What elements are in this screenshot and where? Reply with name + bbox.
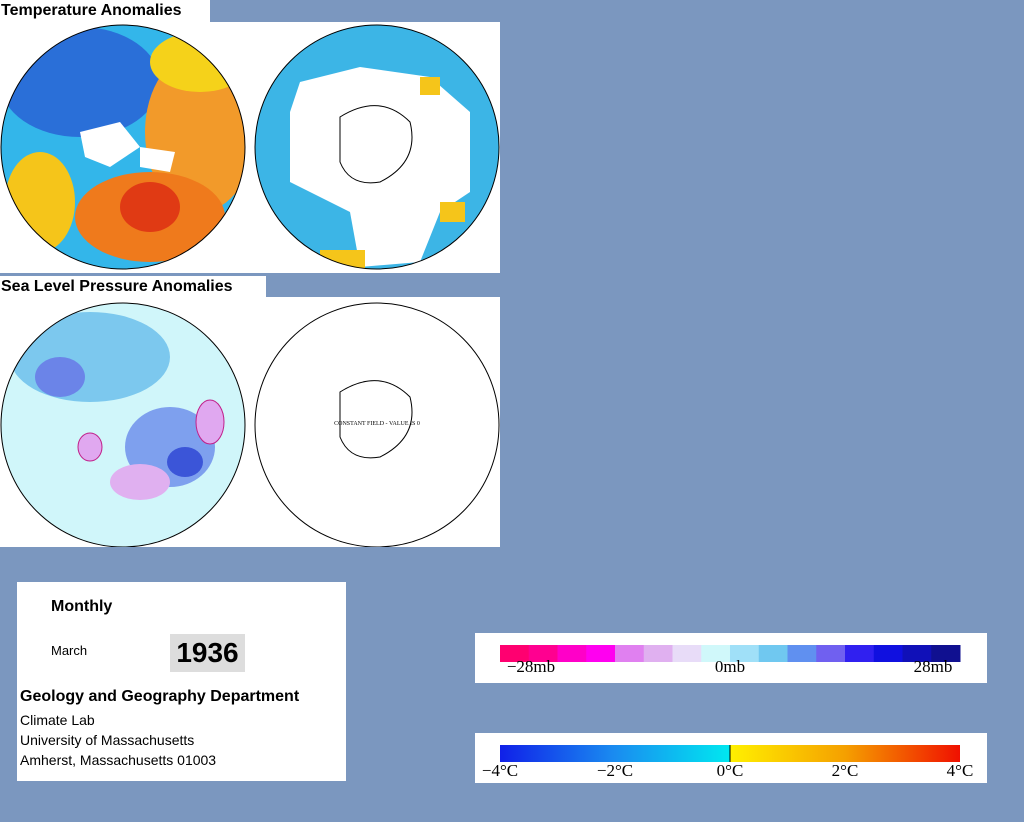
colorbar-swatch bbox=[586, 645, 616, 662]
colorbar-swatch bbox=[902, 645, 932, 662]
temperature-maps bbox=[0, 22, 500, 273]
colorbar-swatch bbox=[787, 645, 817, 662]
colorbar-swatch bbox=[557, 645, 587, 662]
panel-title: Sea Level Pressure Anomalies bbox=[0, 276, 266, 298]
legend-label: 0mb bbox=[715, 657, 745, 676]
legend-label: −2°C bbox=[597, 761, 633, 780]
temperature-legend: −4°C −2°C 0°C 2°C 4°C bbox=[475, 733, 987, 783]
period: Monthly bbox=[51, 598, 113, 615]
colorbar-swatch bbox=[643, 645, 673, 662]
map-note: CONSTANT FIELD - VALUE IS 0 bbox=[334, 421, 420, 427]
address-line: University of Massachusetts bbox=[20, 732, 195, 748]
colorbar-swatch bbox=[816, 645, 846, 662]
colorbar-swatch bbox=[701, 645, 731, 662]
legend-label: −28mb bbox=[507, 657, 555, 676]
south-temp-map bbox=[255, 25, 499, 269]
colorbar-swatch bbox=[758, 645, 788, 662]
legend-label: 28mb bbox=[914, 657, 953, 676]
colorbar-swatch bbox=[931, 645, 961, 662]
panel-title: Temperature Anomalies bbox=[0, 0, 210, 22]
legend-label: 2°C bbox=[832, 761, 859, 780]
legend-label: 0°C bbox=[717, 761, 744, 780]
pressure-legend: −28mb 0mb 28mb bbox=[475, 633, 987, 683]
year: 1936 bbox=[170, 634, 245, 672]
colorbar-swatch bbox=[845, 645, 875, 662]
colorbar-swatch bbox=[672, 645, 702, 662]
legend-label: 4°C bbox=[947, 761, 974, 780]
colorbar-swatch bbox=[873, 645, 903, 662]
pressure-colorbar bbox=[500, 645, 961, 662]
department: Geology and Geography Department bbox=[20, 688, 300, 705]
north-pressure-map bbox=[1, 303, 245, 547]
info-box: Monthly March 1936 Geology and Geography… bbox=[17, 582, 346, 781]
north-temp-map bbox=[1, 25, 245, 269]
legend-label: −4°C bbox=[482, 761, 518, 780]
month: March bbox=[51, 643, 88, 658]
colorbar-swatch bbox=[528, 645, 558, 662]
colorbar-swatch bbox=[615, 645, 645, 662]
colorbar-swatch bbox=[500, 645, 530, 662]
address-line: Climate Lab bbox=[20, 712, 95, 728]
pressure-maps: CONSTANT FIELD - VALUE IS 0 bbox=[0, 297, 500, 547]
colorbar-swatch bbox=[730, 645, 760, 662]
address-line: Amherst, Massachusetts 01003 bbox=[20, 752, 217, 768]
